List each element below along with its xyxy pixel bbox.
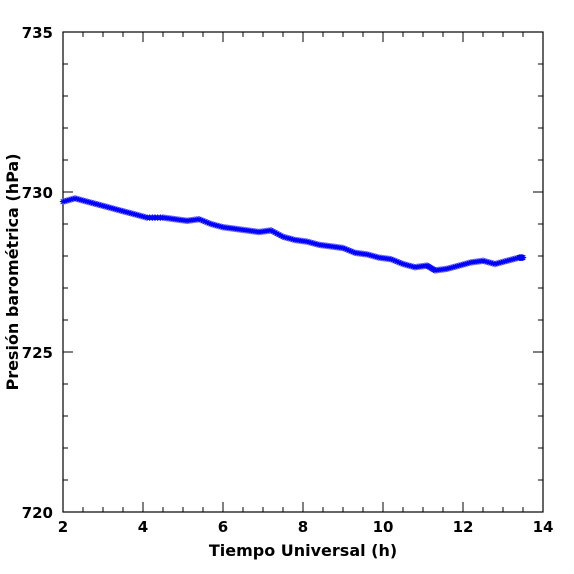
plot-frame [62, 31, 544, 513]
x-tick-label: 10 [373, 518, 394, 536]
y-axis-title: Presión barométrica (hPa) [3, 153, 22, 390]
x-tick-label: 12 [453, 518, 474, 536]
x-tick-label: 4 [138, 518, 148, 536]
x-tick-label: 14 [533, 518, 554, 536]
x-axis-title: Tiempo Universal (h) [209, 541, 397, 560]
y-tick-label: 725 [22, 344, 53, 362]
y-tick-label: 730 [22, 184, 53, 202]
x-tick-labels: 2 4 6 8 10 12 14 [58, 518, 554, 536]
x-tick-label: 2 [58, 518, 68, 536]
y-tick-labels: 720 725 730 735 [22, 24, 53, 522]
data-point [519, 254, 527, 261]
data-points [59, 195, 527, 274]
axis-ticks [62, 31, 544, 513]
x-tick-label: 6 [218, 518, 228, 536]
y-tick-label: 720 [22, 504, 53, 522]
x-tick-label: 8 [298, 518, 308, 536]
y-tick-label: 735 [22, 24, 53, 42]
